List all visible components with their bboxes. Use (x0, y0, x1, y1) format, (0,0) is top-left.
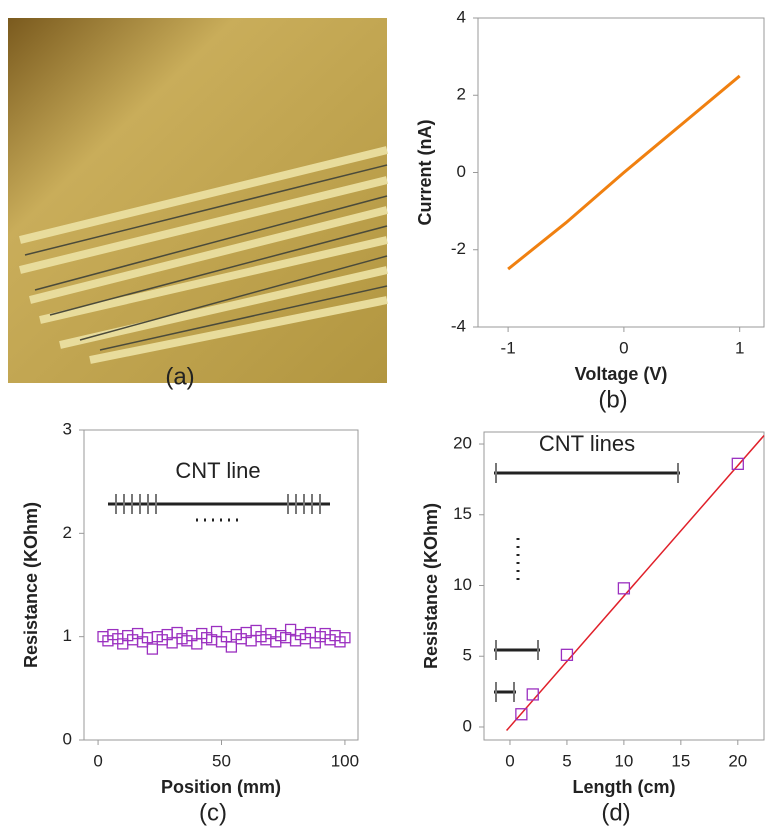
y-tick-label: -4 (451, 316, 466, 335)
y-tick-label: 2 (457, 85, 466, 104)
y-tick-label: -2 (451, 239, 466, 258)
marker (339, 632, 351, 644)
x-tick-label: 1 (735, 338, 744, 357)
data-line (507, 74, 741, 271)
x-tick-label: 0 (619, 338, 628, 357)
x-tick-label: 0 (93, 751, 102, 770)
plot-frame (483, 431, 765, 741)
photo (8, 18, 388, 383)
marker (225, 641, 238, 653)
y-tick-label: 20 (453, 434, 472, 453)
cnt-lines-schematic (494, 463, 680, 702)
y-tick-label: 2 (63, 523, 72, 542)
x-axis-title: Voltage (V) (575, 364, 668, 384)
annotation: CNT line (175, 458, 260, 483)
y-tick-label: 3 (63, 419, 72, 438)
marker (526, 688, 539, 701)
x-tick-label: 100 (331, 751, 359, 770)
annotation: CNT lines (539, 431, 635, 456)
y-tick-label: 0 (457, 162, 466, 181)
y-axis-title: Current (nA) (415, 120, 435, 226)
panel-label: (b) (598, 386, 627, 413)
marker (515, 708, 528, 721)
data-line (505, 435, 765, 732)
marker (146, 643, 159, 655)
marker (617, 582, 631, 595)
panel-label: (a) (165, 363, 194, 390)
y-tick-label: 0 (463, 716, 472, 735)
y-tick-label: 10 (453, 575, 472, 594)
marker (731, 457, 744, 470)
y-tick-label: 5 (463, 646, 472, 665)
panel-label: (d) (601, 799, 630, 826)
x-axis-title: Position (mm) (161, 777, 281, 797)
plot-frame (477, 17, 765, 328)
x-tick-label: 20 (728, 751, 747, 770)
y-tick-label: 4 (457, 7, 466, 26)
y-tick-label: 0 (63, 729, 72, 748)
marker (560, 648, 574, 661)
cnt-line-schematic (108, 494, 330, 522)
x-tick-label: -1 (501, 338, 516, 357)
y-tick-label: 15 (453, 504, 472, 523)
y-axis-title: Resistance (KOhm) (21, 502, 41, 668)
y-tick-label: 1 (63, 626, 72, 645)
x-axis-title: Length (cm) (573, 777, 676, 797)
x-tick-label: 15 (671, 751, 690, 770)
x-tick-label: 5 (562, 751, 571, 770)
x-tick-label: 0 (505, 751, 514, 770)
panel-label: (c) (199, 799, 227, 826)
x-tick-label: 50 (212, 751, 231, 770)
y-axis-title: Resistance (KOhm) (421, 503, 441, 669)
x-tick-label: 10 (614, 751, 633, 770)
